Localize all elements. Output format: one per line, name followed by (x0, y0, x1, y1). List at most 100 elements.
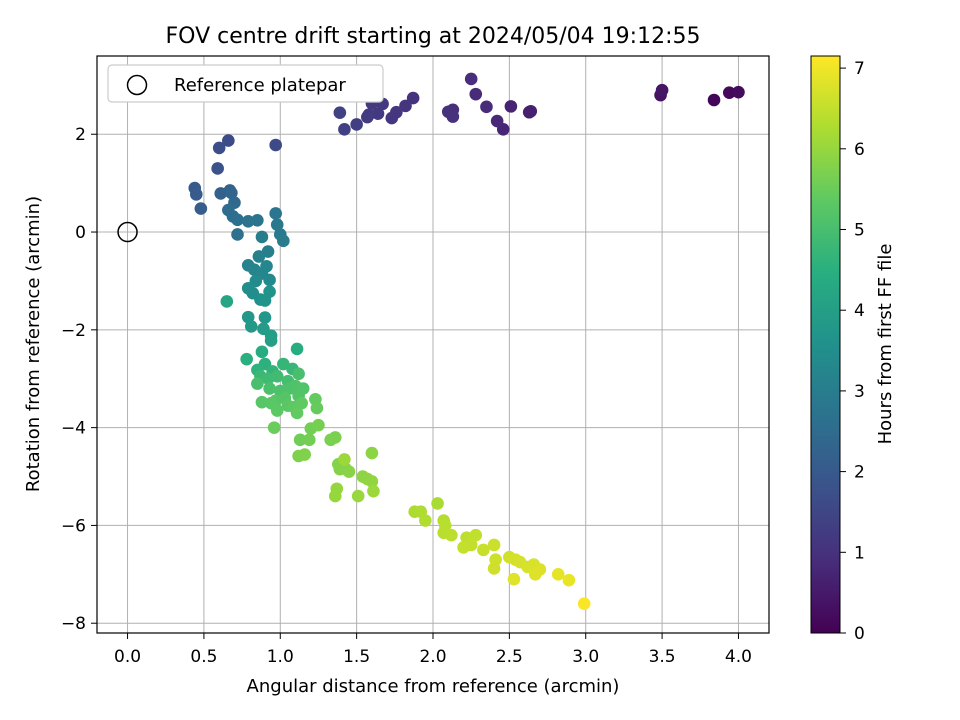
scatter-point (298, 448, 312, 461)
scatter-point (211, 162, 224, 175)
scatter-point (707, 93, 721, 107)
scatter-point (270, 404, 284, 417)
x-tick-label: 2.5 (496, 647, 523, 667)
scatter-point (367, 484, 380, 498)
x-tick-label: 1.0 (267, 647, 294, 667)
scatter-point (312, 418, 325, 432)
scatter-point (251, 213, 264, 227)
scatter-point (490, 114, 504, 128)
scatter-point (252, 250, 266, 263)
scatter-point (406, 91, 420, 105)
scatter-point (255, 345, 269, 359)
scatter-point (231, 213, 244, 227)
colorbar-tick-label: 4 (854, 301, 865, 321)
scatter-point (445, 528, 458, 542)
scatter-point (255, 230, 269, 244)
scatter-point (295, 396, 308, 410)
data-points (188, 72, 745, 610)
scatter-point (310, 401, 324, 415)
y-tick-label: 0 (75, 223, 86, 243)
scatter-point (302, 433, 316, 447)
scatter-point (577, 597, 591, 610)
scatter-point (504, 100, 518, 113)
scatter-point (277, 234, 290, 248)
x-tick-label: 0.5 (190, 647, 217, 667)
scatter-point (267, 421, 281, 434)
scatter-point (263, 382, 276, 395)
colorbar-tick-label: 6 (854, 140, 865, 160)
scatter-point (732, 85, 745, 99)
legend-marker-reference (126, 74, 148, 96)
grid-lines (97, 56, 769, 633)
scatter-point (338, 453, 351, 466)
scatter-point (477, 543, 490, 557)
colorbar-label: Hours from first FF file (875, 244, 896, 445)
x-tick-label: 0.0 (114, 647, 141, 667)
scatter-point (487, 562, 501, 575)
legend-entry-reference: Reference platepar (174, 75, 346, 96)
legend-box (107, 64, 384, 103)
scatter-point (258, 311, 272, 324)
colorbar-tick-label: 5 (854, 221, 865, 241)
scatter-point (263, 273, 276, 287)
scatter-point (260, 259, 273, 273)
scatter-point (562, 573, 576, 587)
scatter-point (328, 431, 342, 444)
scatter-point (328, 489, 342, 503)
colorbar-tick-label: 7 (854, 59, 865, 79)
scatter-point (264, 334, 278, 347)
y-tick-label: −6 (61, 516, 86, 536)
scatter-point (231, 228, 244, 241)
x-tick-label: 2.0 (419, 647, 446, 667)
x-tick-label: 4.0 (725, 647, 752, 667)
colorbar-tick-label: 3 (854, 382, 865, 402)
legend: Reference platepar (107, 64, 384, 103)
scatter-point (469, 87, 483, 101)
scatter-point (469, 528, 483, 542)
colorbar-ticks: 0 1 2 3 4 5 6 7 (840, 59, 865, 644)
scatter-point (194, 202, 208, 215)
x-tick-label: 1.5 (343, 647, 370, 667)
x-axis-ticks: 0.0 0.5 1.0 1.5 2.0 2.5 3.0 3.5 4.0 (114, 633, 752, 667)
scatter-point (361, 110, 374, 124)
y-axis-label: Rotation from reference (arcmin) (23, 196, 44, 492)
x-axis-label: Angular distance from reference (arcmin) (247, 676, 620, 697)
y-axis-ticks: −8 −6 −4 −2 0 2 (61, 125, 97, 634)
scatter-point (351, 489, 365, 503)
scatter-point (241, 214, 255, 228)
scatter-point (385, 111, 399, 125)
colorbar: 0 1 2 3 4 5 6 7 Hours from first FF file (810, 55, 896, 644)
colorbar-tick-label: 0 (854, 624, 865, 644)
scatter-point (244, 320, 258, 333)
scatter-point (464, 72, 478, 86)
scatter-point (350, 118, 363, 131)
scatter-point (222, 134, 235, 147)
y-tick-label: −2 (61, 321, 86, 341)
chart-title: FOV centre drift starting at 2024/05/04 … (166, 24, 701, 49)
scatter-point (655, 83, 669, 97)
scatter-point (457, 541, 470, 554)
scatter-point (263, 285, 276, 298)
scatter-point (220, 295, 234, 308)
scatter-point (189, 188, 203, 201)
scatter-point (529, 568, 542, 581)
scatter-point (292, 367, 305, 381)
scatter-point (225, 186, 238, 200)
scatter-point (212, 141, 226, 155)
scatter-point (338, 123, 351, 136)
colorbar-tick-label: 2 (854, 463, 865, 483)
scatter-point (365, 475, 379, 488)
colorbar-gradient (810, 55, 841, 634)
scatter-point (293, 433, 307, 447)
scatter-point (524, 104, 538, 118)
scatter-point (270, 218, 284, 231)
scatter-point (371, 107, 385, 120)
x-tick-label: 3.5 (649, 647, 676, 667)
scatter-point (480, 100, 493, 114)
scatter-point (722, 86, 736, 99)
scatter-point (269, 207, 282, 220)
scatter-point (551, 568, 565, 581)
scatter-point (431, 497, 444, 510)
y-tick-label: −4 (61, 419, 86, 439)
